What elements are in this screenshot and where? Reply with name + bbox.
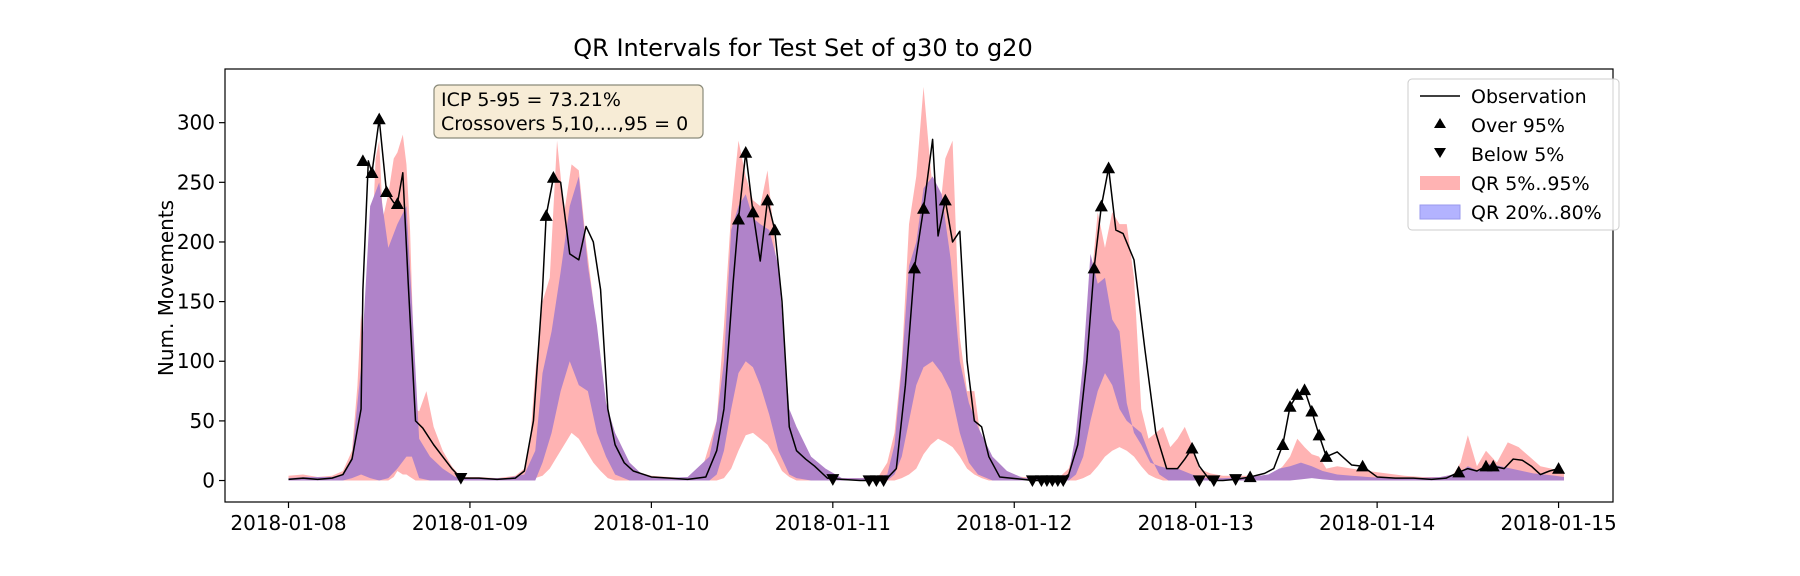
y-axis-title: Num. Movements [154, 200, 178, 376]
x-tick-label: 2018-01-15 [1500, 511, 1616, 535]
x-tick-label: 2018-01-11 [775, 511, 891, 535]
chart-title: QR Intervals for Test Set of g30 to g20 [573, 34, 1032, 62]
legend-qr80-swatch [1419, 204, 1461, 220]
y-tick-label: 150 [177, 290, 215, 314]
legend-label-qr95: QR 5%..95% [1471, 173, 1590, 195]
below-5-marker [877, 475, 891, 488]
over-95-marker [1185, 441, 1199, 454]
legend-qr95-swatch [1420, 176, 1460, 190]
over-95-marker [1452, 465, 1466, 478]
y-tick-label: 50 [190, 409, 215, 433]
x-tick-label: 2018-01-09 [412, 511, 528, 535]
below-5-marker [454, 472, 468, 485]
qr-20-80-band [288, 176, 1565, 481]
annotation-background [433, 84, 704, 139]
over-95-marker [1276, 438, 1290, 450]
metrics-annotation: ICP 5-95 = 73.21% Crossovers 5,10,...,95… [433, 84, 704, 139]
over-95-marker [1312, 428, 1326, 441]
plot-frame [224, 68, 1614, 503]
over-95-marker [546, 171, 560, 183]
over-95-marker [1102, 161, 1116, 174]
over-95-marker [1290, 388, 1304, 400]
over-95-marker [1486, 459, 1500, 472]
over-95-marker [768, 223, 782, 236]
x-tick-label: 2018-01-13 [1138, 511, 1254, 535]
over-95-marker [356, 154, 370, 167]
annotation-line-1: ICP 5-95 = 73.21% [441, 89, 621, 111]
legend-frame [1407, 78, 1620, 231]
over-95-marker [1283, 400, 1297, 412]
legend-over-marker [1434, 118, 1446, 128]
annotation-line-2: Crossovers 5,10,...,95 = 0 [441, 113, 688, 135]
below-5-marker [1192, 475, 1206, 488]
legend-label-qr80: QR 20%..80% [1471, 202, 1602, 224]
y-tick-label: 100 [177, 349, 215, 373]
over-95-marker [1356, 459, 1370, 472]
over-95-marker [1305, 404, 1319, 417]
over-95-marker [1298, 383, 1312, 396]
below-5-marker [1229, 474, 1243, 486]
below-5-marker [1207, 475, 1221, 488]
over-95-marker [365, 166, 379, 178]
legend: Observation Over 95% Below 5% QR 5%..95%… [1407, 78, 1620, 231]
below-5-marker [1025, 475, 1039, 488]
over-95-marker [761, 193, 774, 206]
x-tick-label: 2018-01-12 [956, 511, 1072, 535]
over-95-marker [372, 112, 386, 125]
x-tick-label: 2018-01-10 [593, 511, 709, 535]
over-95-marker [1094, 199, 1108, 212]
over-95-marker [917, 202, 931, 214]
y-tick-label: 200 [177, 230, 215, 254]
y-tick-label: 250 [177, 170, 215, 194]
over-95-marker [539, 209, 553, 221]
legend-label-over: Over 95% [1471, 115, 1565, 137]
over-95-marker [390, 197, 404, 209]
over-95-marker [379, 185, 393, 198]
over-95-marker [739, 146, 753, 158]
over-95-marker [1552, 462, 1566, 474]
over-95-marker [731, 212, 745, 225]
legend-label-below: Below 5% [1471, 144, 1564, 166]
over-95-marker [938, 193, 952, 206]
x-tick-label: 2018-01-14 [1319, 511, 1435, 535]
series-layer [288, 86, 1566, 488]
y-tick-label: 0 [202, 469, 215, 493]
over-95-marker [1087, 261, 1101, 274]
legend-label-observation: Observation [1471, 86, 1587, 108]
x-tick-label: 2018-01-08 [230, 511, 346, 535]
y-tick-label: 300 [177, 111, 215, 135]
over-95-marker [746, 205, 760, 218]
axis-layer: 2018-01-08 2018-01-09 2018-01-10 2018-01-11… [177, 68, 1617, 535]
legend-below-marker [1434, 148, 1446, 158]
over-95-marker [1243, 470, 1257, 483]
over-95-marker [1319, 450, 1333, 462]
below-5-marker [1056, 475, 1070, 488]
over-95-marker [907, 261, 921, 274]
below-5-marker [826, 474, 840, 486]
